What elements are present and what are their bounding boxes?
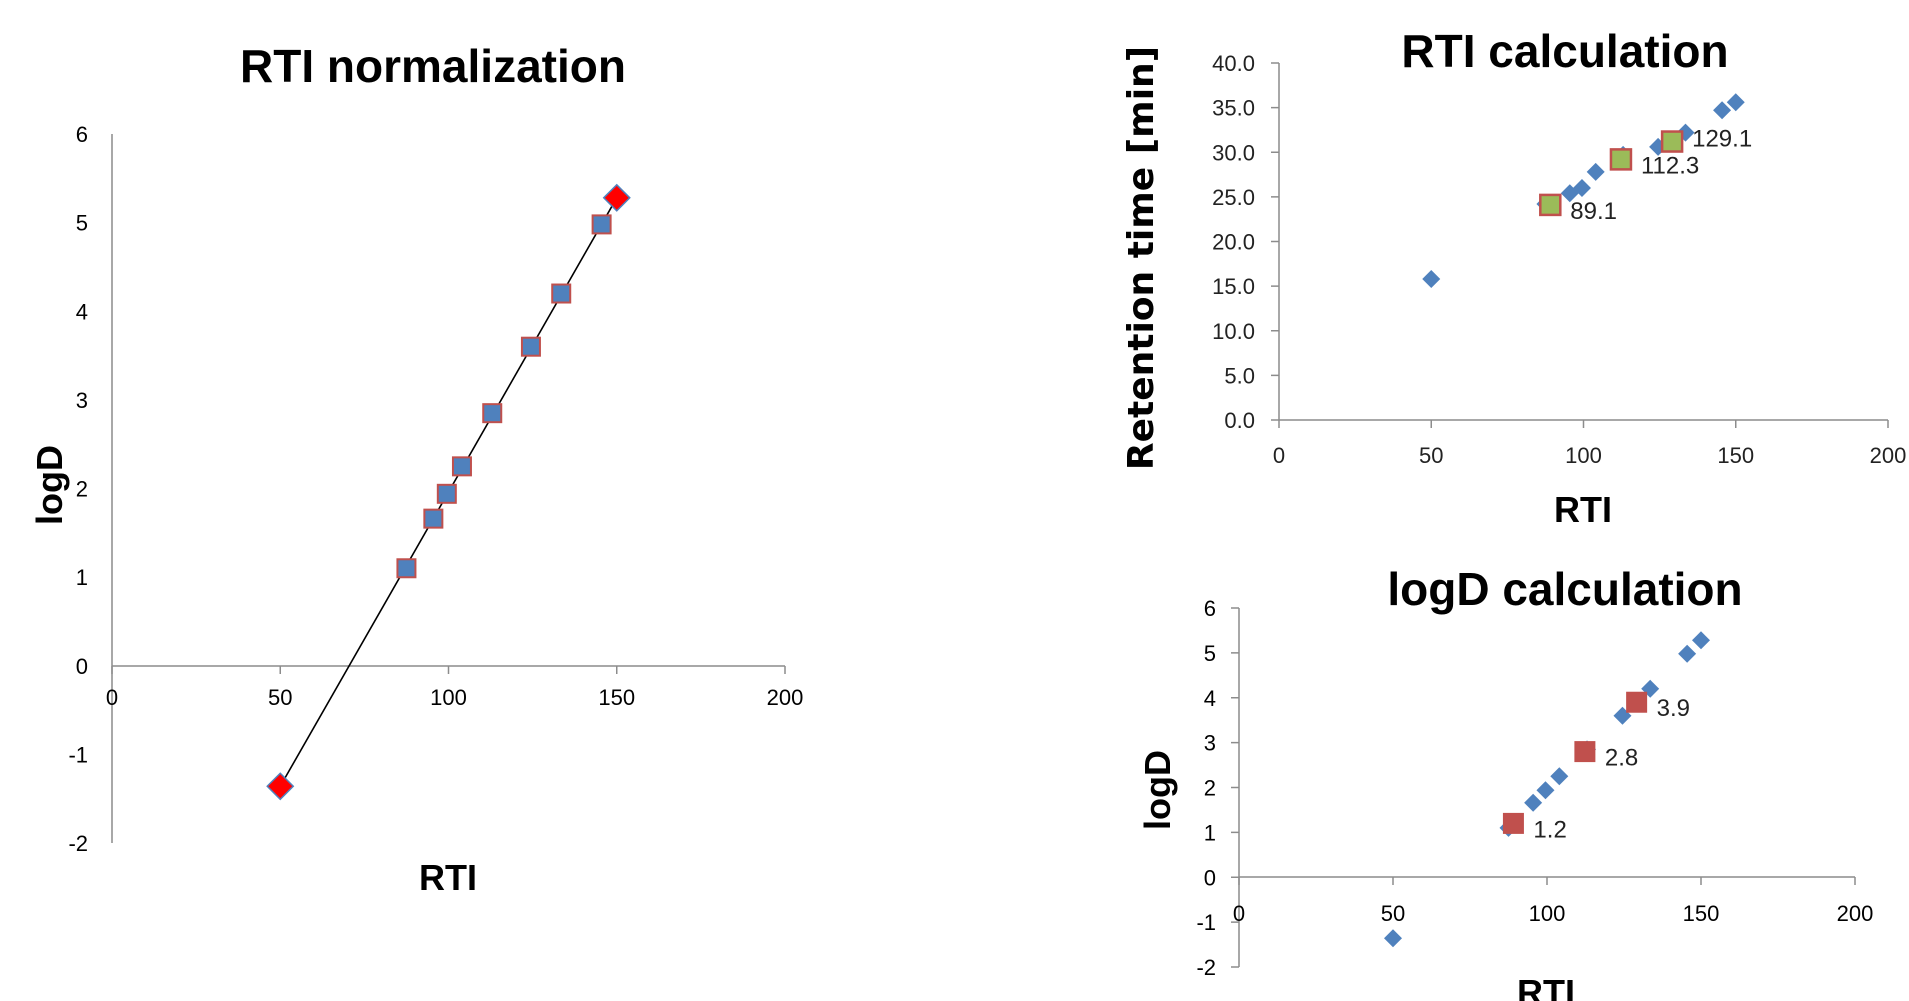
x-tick-label: 100 — [1565, 443, 1602, 468]
y-tick-label: 3 — [1204, 731, 1216, 756]
x-tick-label: 100 — [1529, 901, 1566, 926]
data-label: 2.8 — [1605, 745, 1638, 772]
y-tick-label: 4 — [76, 299, 88, 324]
data-label: 3.9 — [1657, 695, 1690, 722]
x-tick-label: 150 — [1683, 901, 1720, 926]
x-tick-label: 200 — [767, 685, 804, 710]
series-0 — [1422, 93, 1745, 288]
x-tick-label: 0 — [106, 685, 118, 710]
chart-title: RTI calculation — [1401, 25, 1728, 77]
y-tick-label: 0.0 — [1224, 408, 1255, 433]
y-axis-label: logD — [29, 445, 70, 525]
data-point — [520, 336, 541, 357]
y-tick-label: -1 — [68, 742, 88, 767]
y-tick-label: 2 — [76, 477, 88, 502]
data-point — [1384, 929, 1402, 948]
axes: -2 -1 0 1 2 3 4 5 6 0 50 100 150 200 — [1196, 596, 1873, 980]
y-tick-label: 30.0 — [1212, 140, 1255, 165]
x-tick-label: 50 — [1381, 901, 1405, 926]
chart-title: logD calculation — [1387, 563, 1742, 615]
y-tick-label: 1 — [76, 565, 88, 590]
chart-title: RTI normalization — [240, 40, 626, 92]
data-point — [1502, 812, 1524, 834]
data-point — [551, 283, 572, 304]
series-0 — [1384, 631, 1710, 948]
y-tick-label: 6 — [1204, 596, 1216, 621]
x-tick-label: 0 — [1273, 443, 1285, 468]
y-tick-label: 6 — [76, 122, 88, 147]
y-tick-label: 5 — [1204, 641, 1216, 666]
x-tick-label: 150 — [1717, 443, 1754, 468]
data-point — [1550, 767, 1569, 786]
data-point — [266, 772, 295, 801]
axes: 0.0 5.0 10.0 15.0 20.0 25.0 30.0 35.0 40.0 0 50 100… — [1212, 51, 1906, 468]
data-point — [1574, 741, 1596, 763]
axes: -2 -1 0 1 2 3 4 5 6 0 50 100 150 200 — [68, 122, 803, 856]
data-point — [436, 483, 457, 504]
data-label: 129.1 — [1692, 126, 1752, 153]
series-1: 1.2 2.8 3.9 — [1502, 691, 1690, 843]
y-tick-label: 0 — [76, 654, 88, 679]
data-label: 89.1 — [1570, 198, 1617, 225]
data-point — [1586, 162, 1605, 181]
data-point — [1536, 781, 1555, 800]
y-tick-label: 10.0 — [1212, 319, 1255, 344]
y-tick-label: 25.0 — [1212, 185, 1255, 210]
x-tick-label: 0 — [1233, 901, 1245, 926]
data-point — [602, 183, 631, 212]
y-tick-label: -1 — [1196, 910, 1216, 935]
data-point — [482, 403, 503, 424]
data-point — [396, 558, 417, 579]
chart-logd-calculation: logD calculation RTI logD -2 -1 0 1 2 3 4 5 6 0 50… — [1137, 563, 1873, 1001]
y-tick-label: 2 — [1204, 776, 1216, 801]
x-tick-label: 50 — [268, 685, 292, 710]
y-tick-label: 40.0 — [1212, 51, 1255, 76]
y-tick-label: -2 — [1196, 955, 1216, 980]
data-point — [1609, 148, 1633, 171]
data-point — [1626, 691, 1648, 713]
y-tick-label: 3 — [76, 388, 88, 413]
chart-rti-calculation: RTI calculation RTI Retention time [min]… — [1121, 25, 1906, 530]
y-tick-label: 0 — [1204, 865, 1216, 890]
chart-rti-normalization: RTI normalization RTI logD -2 -1 0 1 2 3 4 5 6 0 5… — [29, 40, 803, 898]
series-1 — [266, 183, 631, 801]
data-label: 112.3 — [1641, 152, 1699, 179]
data-point — [591, 214, 612, 235]
data-label: 1.2 — [1533, 816, 1566, 843]
y-axis-label: logD — [1137, 750, 1178, 830]
data-point — [423, 508, 444, 529]
data-point — [1572, 178, 1591, 197]
y-tick-label: 5 — [76, 211, 88, 236]
y-tick-label: 15.0 — [1212, 274, 1255, 299]
x-axis-label: RTI — [1554, 489, 1612, 530]
x-tick-label: 200 — [1870, 443, 1907, 468]
series-0 — [396, 214, 612, 579]
y-tick-label: 4 — [1204, 686, 1216, 711]
data-point — [1422, 269, 1441, 288]
data-point — [1713, 101, 1732, 120]
data-point — [1726, 93, 1745, 112]
y-tick-label: 20.0 — [1212, 230, 1255, 255]
x-tick-label: 150 — [598, 685, 635, 710]
data-point — [1660, 130, 1684, 153]
data-point — [1539, 193, 1562, 217]
x-axis-label: RTI — [419, 857, 477, 898]
x-tick-label: 100 — [430, 685, 467, 710]
y-tick-label: 35.0 — [1212, 96, 1255, 121]
data-point — [1692, 631, 1710, 650]
x-axis-label: RTI — [1517, 972, 1575, 1001]
y-tick-label: -2 — [68, 831, 88, 856]
y-tick-label: 1 — [1204, 820, 1216, 845]
x-tick-label: 50 — [1419, 443, 1443, 468]
y-tick-label: 5.0 — [1224, 363, 1255, 388]
data-point — [1678, 644, 1697, 663]
data-point — [451, 456, 472, 477]
y-axis-label: Retention time [min] — [1121, 46, 1162, 470]
data-point — [1524, 793, 1543, 812]
x-tick-label: 200 — [1837, 901, 1874, 926]
